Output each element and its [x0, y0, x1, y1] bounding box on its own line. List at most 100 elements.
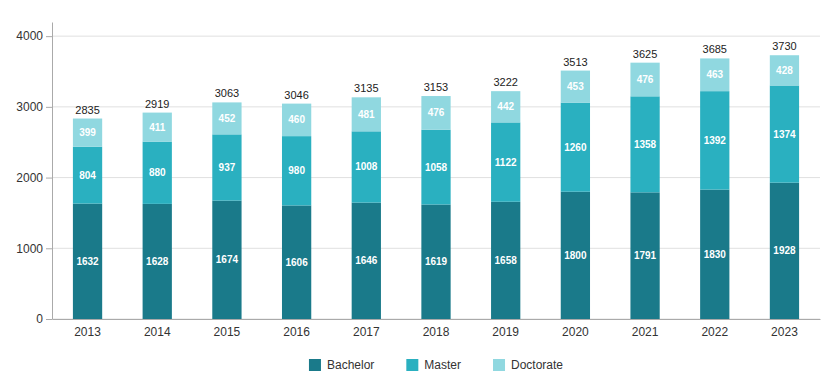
y-tick: 4000 — [16, 29, 52, 43]
bar — [700, 58, 729, 91]
segment-label: 1358 — [634, 139, 657, 150]
segment-label: 1374 — [773, 129, 796, 140]
bar — [212, 102, 241, 134]
x-tick: 2018 — [423, 325, 450, 339]
x-tick: 2023 — [771, 325, 798, 339]
total-label: 3046 — [284, 89, 308, 101]
y-tick-mark — [46, 36, 52, 37]
x-axis: 2013 2014 2015 2016 2017 2018 2019 2020 2021 2022… — [53, 320, 821, 339]
segment-label: 442 — [497, 101, 514, 112]
segment-label: 1628 — [146, 256, 169, 267]
total-label: 3513 — [563, 56, 587, 68]
segment-label: 1791 — [634, 250, 657, 261]
y-tick-mark — [46, 107, 52, 108]
segment-label: 980 — [288, 165, 305, 176]
x-tick-label: 2018 — [423, 325, 450, 339]
segment-label: 1606 — [285, 257, 308, 268]
segment-label: 1830 — [704, 249, 727, 260]
bar — [282, 104, 311, 137]
x-tick: 2016 — [283, 325, 310, 339]
total-label: 3685 — [703, 43, 727, 55]
bar — [212, 134, 241, 200]
bar-series — [73, 55, 799, 147]
total-labels: 2835291930633046313531533222351336253685… — [75, 40, 796, 115]
segment-label: 1058 — [425, 162, 448, 173]
legend-swatch — [493, 359, 505, 371]
total-label: 3730 — [772, 40, 796, 52]
y-tick: 2000 — [16, 171, 52, 185]
legend-label: Master — [424, 358, 461, 372]
bar — [630, 96, 659, 192]
y-tick-label: 1000 — [16, 242, 43, 256]
data-labels: 1632162816741606164616191658180017911830… — [76, 65, 796, 268]
bar — [491, 91, 520, 122]
segment-label: 453 — [567, 81, 584, 92]
x-tick-label: 2019 — [492, 325, 519, 339]
segment-label: 1928 — [773, 245, 796, 256]
y-tick-label: 2000 — [16, 171, 43, 185]
total-label: 3222 — [493, 76, 517, 88]
bar — [143, 113, 172, 142]
segment-label: 1619 — [425, 256, 448, 267]
bar — [73, 119, 102, 147]
bar — [561, 103, 590, 192]
y-tick: 1000 — [16, 242, 52, 256]
total-label: 3625 — [633, 48, 657, 60]
bar — [73, 147, 102, 204]
y-tick-mark — [46, 248, 52, 249]
bar — [700, 190, 729, 319]
bar — [282, 205, 311, 319]
y-tick-label: 4000 — [16, 29, 43, 43]
legend-label: Doctorate — [511, 358, 563, 372]
grid-line — [52, 36, 820, 37]
segment-label: 937 — [219, 162, 236, 173]
bar — [770, 183, 799, 319]
legend-swatch — [309, 359, 321, 371]
x-tick-label: 2021 — [632, 325, 659, 339]
x-tick-label: 2013 — [74, 325, 101, 339]
x-tick-label: 2015 — [214, 325, 241, 339]
total-label: 3153 — [424, 81, 448, 93]
segment-label: 1632 — [76, 256, 99, 267]
y-tick-label: 3000 — [16, 100, 43, 114]
segment-label: 460 — [288, 114, 305, 125]
bar — [73, 204, 102, 319]
x-tick-label: 2022 — [701, 325, 728, 339]
y-tick: 3000 — [16, 100, 52, 114]
segment-label: 1658 — [495, 255, 518, 266]
x-tick: 2019 — [492, 325, 519, 339]
bar — [421, 130, 450, 205]
segment-label: 1260 — [564, 142, 587, 153]
segment-label: 1122 — [495, 157, 517, 168]
segment-label: 1392 — [704, 135, 727, 146]
segment-label: 452 — [219, 113, 236, 124]
segment-label: 1008 — [355, 161, 378, 172]
legend-label: Bachelor — [327, 358, 374, 372]
y-axis: 0 1000 2000 3000 4000 — [16, 23, 52, 327]
bars — [73, 55, 799, 319]
segment-label: 411 — [149, 122, 166, 133]
bar — [143, 204, 172, 319]
axis-line — [53, 319, 821, 320]
bar — [630, 192, 659, 319]
bar — [352, 131, 381, 202]
grid — [52, 36, 820, 319]
x-tick-label: 2017 — [353, 325, 380, 339]
x-tick: 2017 — [353, 325, 380, 339]
bar — [212, 201, 241, 319]
y-tick-mark — [46, 178, 52, 179]
total-label: 3135 — [354, 82, 378, 94]
bar — [143, 142, 172, 204]
bar — [421, 96, 450, 130]
y-tick-label: 0 — [36, 312, 43, 326]
total-label: 2919 — [145, 98, 169, 110]
x-tick-label: 2020 — [562, 325, 589, 339]
segment-label: 399 — [79, 127, 96, 138]
bar — [421, 205, 450, 319]
axis-line — [52, 23, 53, 320]
bar — [630, 63, 659, 97]
bar — [561, 71, 590, 103]
x-tick: 2015 — [214, 325, 241, 339]
y-tick: 0 — [36, 312, 52, 326]
x-tick-label: 2014 — [144, 325, 171, 339]
